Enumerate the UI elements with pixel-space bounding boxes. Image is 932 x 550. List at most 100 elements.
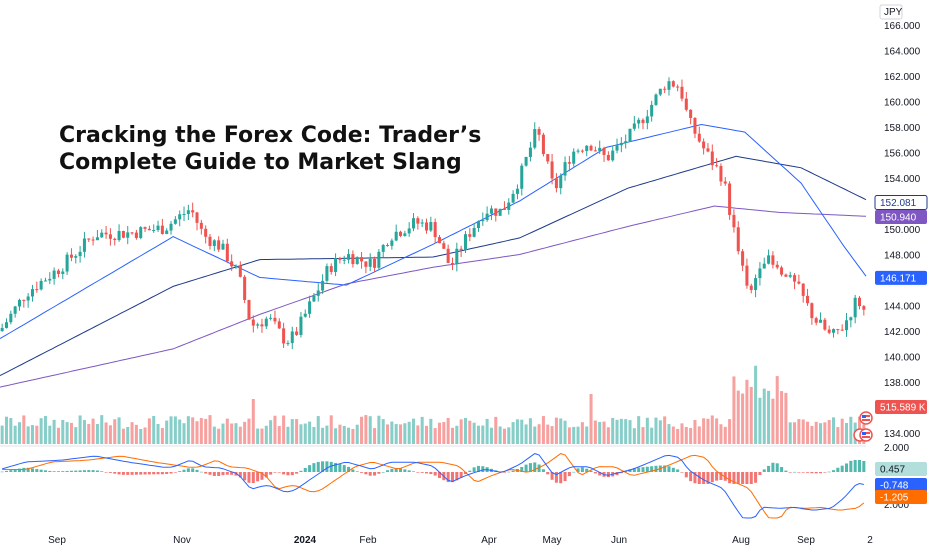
macd-histogram-bar <box>663 465 667 472</box>
volume-bar <box>22 415 26 444</box>
candle-body <box>126 232 130 238</box>
candle-body <box>225 243 229 262</box>
macd-histogram-bar <box>9 470 13 472</box>
candle-body <box>628 128 632 142</box>
candle-body <box>489 208 493 214</box>
macd-histogram-bar <box>801 472 805 473</box>
candle-body <box>723 181 727 184</box>
macd-histogram-bar <box>624 471 628 472</box>
candle-body <box>139 227 143 238</box>
candle-body <box>303 313 307 317</box>
macd-histogram-bar <box>69 470 73 472</box>
time-axis[interactable]: Sep Nov 2024 Feb Apr May Jun Aug Sep 2 <box>48 535 873 546</box>
macd-histogram-bar <box>762 469 766 472</box>
x-tick-label: Feb <box>359 535 377 546</box>
volume-bar <box>43 416 47 444</box>
candle-body <box>113 238 117 241</box>
candle-body <box>195 212 199 223</box>
macd-histogram-bar <box>554 472 558 483</box>
candle-body <box>100 232 104 238</box>
volume-bar <box>56 427 60 444</box>
macd-histogram-bar <box>446 472 450 483</box>
volume-bar <box>169 416 173 444</box>
volume-bar <box>351 428 355 444</box>
volume-bar <box>632 428 636 444</box>
candle-body <box>217 240 221 250</box>
volume-bar <box>394 424 398 444</box>
volume-bar <box>801 419 805 444</box>
volume-bar <box>225 418 229 444</box>
candle-body <box>853 297 857 318</box>
volume-bar <box>0 425 4 444</box>
candle-body <box>351 254 355 265</box>
macd-histogram-bar <box>810 472 814 474</box>
candle-body <box>191 210 195 213</box>
macd-histogram-bar <box>295 472 299 474</box>
volume-bar <box>606 427 610 444</box>
macd-histogram-bar <box>104 472 108 473</box>
candle-body <box>9 313 13 323</box>
macd-histogram-bar <box>853 460 857 472</box>
candle-body <box>801 283 805 296</box>
candle-body <box>563 162 567 176</box>
us-flag-event-icon[interactable] <box>859 411 873 425</box>
volume-bar <box>611 417 615 444</box>
candle-body <box>463 234 467 251</box>
y-tick-label: 148.000 <box>884 251 921 262</box>
candle-body <box>230 261 234 267</box>
candle-body <box>74 256 78 258</box>
macd-histogram-bar <box>160 472 164 475</box>
macd-histogram-bar <box>56 471 60 472</box>
candle-body <box>702 141 706 149</box>
macd-histogram-bar <box>377 472 381 474</box>
candle-body <box>48 278 52 281</box>
macd-histogram-bar <box>455 472 459 481</box>
macd-line-badge: -0.748 <box>875 478 927 492</box>
macd-histogram-bar <box>0 471 4 473</box>
volume-bar <box>741 393 745 444</box>
macd-histogram-bar <box>728 472 732 484</box>
volume-bar <box>30 425 34 444</box>
volume-bar <box>325 425 329 444</box>
volume-bar <box>295 419 299 444</box>
macd-histogram-bar <box>862 460 866 472</box>
candle-body <box>615 145 619 151</box>
ma-fast-line <box>0 123 867 340</box>
candle-body <box>528 147 532 157</box>
volume-bar <box>719 424 723 444</box>
candle-body <box>381 245 385 252</box>
macd-histogram-bar <box>650 466 654 472</box>
volume-bar <box>533 426 537 444</box>
volume-bar <box>710 415 714 444</box>
us-flag-event-icon-2[interactable] <box>853 428 873 442</box>
candle-body <box>56 270 60 274</box>
candle-body <box>559 175 563 189</box>
macd-histogram-bar <box>52 471 56 472</box>
candle-body <box>321 280 325 291</box>
macd-signal-line <box>2 453 865 519</box>
candle-body <box>178 214 182 220</box>
candle-body <box>78 251 82 257</box>
macd-histogram-bar <box>797 472 801 473</box>
macd-histogram-bar <box>593 472 597 474</box>
volume-bar <box>208 415 212 444</box>
candle-body <box>424 222 429 231</box>
volume-bar <box>793 422 797 444</box>
volume-bar <box>95 423 99 444</box>
volume-bar <box>567 427 571 444</box>
volume-bar <box>472 422 476 444</box>
y-tick-label: 142.000 <box>884 327 921 338</box>
volume-bar <box>234 423 238 444</box>
candle-body <box>481 220 485 222</box>
svg-text:-1.205: -1.205 <box>880 493 909 504</box>
volume-bar <box>624 419 628 444</box>
volume-bar <box>676 428 680 444</box>
volume-bar <box>121 428 125 444</box>
volume-bar <box>619 418 623 444</box>
macd-histogram-bar <box>204 472 208 474</box>
macd-histogram-bar <box>230 472 234 475</box>
event-icons[interactable] <box>853 411 873 442</box>
candle-body <box>182 213 186 215</box>
macd-histogram-bar <box>671 467 675 472</box>
macd-histogram-bar <box>450 472 455 483</box>
